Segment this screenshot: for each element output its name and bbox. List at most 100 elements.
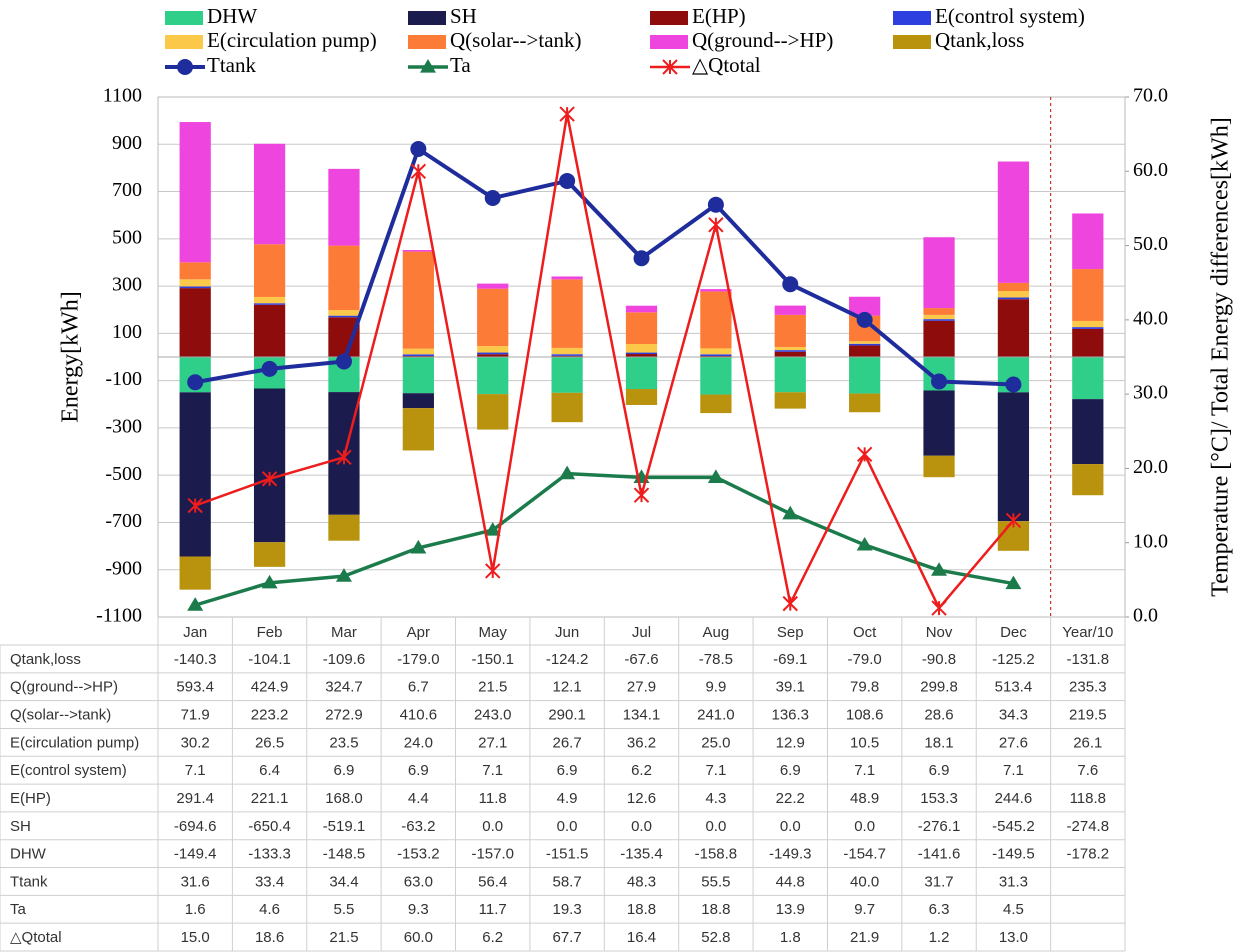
bar	[849, 296, 881, 316]
bar	[477, 354, 509, 357]
bar	[1072, 213, 1104, 270]
table-cell: 1.8	[780, 929, 801, 946]
y2-tick-label: 20.0	[1133, 456, 1168, 478]
x-tick-label: Oct	[853, 624, 877, 641]
table-cell: -133.3	[248, 846, 291, 863]
table-cell: 221.1	[251, 790, 289, 807]
table-row-label: E(control system)	[10, 762, 127, 779]
bar	[849, 345, 881, 357]
table-row-label: Ttank	[10, 873, 48, 890]
legend-swatch	[650, 35, 688, 49]
bar	[253, 296, 286, 304]
marker	[931, 600, 947, 616]
bar	[700, 348, 732, 355]
table-cell: 272.9	[325, 707, 363, 724]
table-cell: 0.0	[482, 818, 503, 835]
marker	[177, 59, 193, 75]
marker	[1005, 376, 1022, 393]
legend-swatch	[650, 11, 688, 25]
bar	[253, 143, 286, 245]
marker	[931, 373, 948, 390]
y2-tick-label: 10.0	[1133, 530, 1168, 552]
bar	[477, 394, 509, 430]
table-cell: -150.1	[471, 651, 514, 668]
bar	[997, 392, 1030, 522]
table-cell: -148.5	[323, 846, 366, 863]
table-row-label: Q(solar-->tank)	[10, 707, 111, 724]
bar	[625, 354, 658, 357]
bar	[923, 308, 955, 315]
y-tick-label: 900	[112, 132, 142, 154]
bar	[179, 556, 211, 590]
table-cell: 12.6	[627, 790, 656, 807]
bar	[179, 279, 211, 287]
bar	[328, 315, 360, 318]
marker	[708, 217, 724, 233]
table-row-label: Q(ground-->HP)	[10, 679, 118, 696]
marker	[335, 353, 352, 370]
bar	[774, 357, 806, 393]
table-cell: 593.4	[176, 679, 214, 696]
table-cell: 6.4	[259, 762, 280, 779]
y2-tick-label: 30.0	[1133, 382, 1168, 404]
table-cell: 48.9	[850, 790, 879, 807]
marker	[484, 522, 501, 536]
table-cell: 48.3	[627, 873, 656, 890]
bar	[625, 344, 658, 353]
table-cell: 13.0	[999, 929, 1028, 946]
table-cell: 9.3	[408, 901, 429, 918]
table-cell: 1.2	[929, 929, 950, 946]
marker	[410, 141, 427, 157]
y-tick-label: 1100	[103, 85, 142, 107]
marker	[410, 539, 427, 554]
table-cell: -178.2	[1067, 846, 1110, 863]
bar	[1072, 327, 1104, 329]
bar	[625, 389, 658, 405]
table-cell: 71.9	[181, 707, 210, 724]
table-cell: -141.6	[918, 846, 961, 863]
bar	[328, 317, 360, 357]
marker	[1005, 512, 1022, 529]
marker	[782, 595, 798, 612]
table-cell: 27.1	[478, 734, 507, 751]
table-cell: 40.0	[850, 873, 879, 890]
table-row-label: △Qtotal	[10, 929, 62, 946]
marker	[261, 471, 278, 487]
y2-tick-label: 60.0	[1133, 159, 1168, 181]
table-cell: -63.2	[401, 818, 435, 835]
table-cell: -151.5	[546, 846, 589, 863]
table-cell: 7.1	[185, 762, 206, 779]
legend-label: Ta	[450, 53, 471, 77]
x-tick-label: Feb	[257, 624, 283, 641]
marker	[633, 250, 650, 267]
table-cell: 9.7	[854, 901, 875, 918]
y-tick-label: -100	[105, 368, 142, 390]
bar	[1072, 269, 1104, 321]
table-cell: -125.2	[992, 651, 1035, 668]
bar	[1072, 328, 1104, 357]
marker	[484, 190, 501, 207]
table-cell: 244.6	[995, 790, 1033, 807]
bar	[625, 305, 658, 313]
bar	[774, 314, 806, 348]
table-cell: 5.5	[334, 901, 355, 918]
legend-swatch	[893, 35, 931, 49]
marker	[420, 59, 436, 73]
bar	[923, 319, 955, 321]
y-tick-label: -1100	[96, 605, 142, 627]
x-tick-label: Sep	[777, 624, 804, 641]
table-cell: 28.6	[924, 707, 953, 724]
marker	[187, 374, 204, 391]
bar	[700, 354, 732, 356]
table-cell: 153.3	[920, 790, 958, 807]
line	[194, 147, 1014, 387]
table-cell: 67.7	[553, 929, 582, 946]
bar	[253, 388, 286, 543]
marker	[559, 465, 576, 480]
y-tick-label: -300	[105, 416, 142, 438]
table-cell: -69.1	[773, 651, 807, 668]
table-cell: 18.6	[255, 929, 284, 946]
table-cell: -109.6	[323, 651, 366, 668]
bar	[179, 286, 211, 289]
y-axis-title: Energy[kWh]	[58, 291, 84, 423]
